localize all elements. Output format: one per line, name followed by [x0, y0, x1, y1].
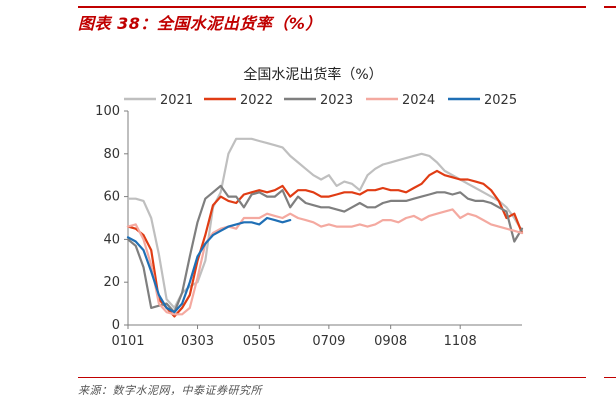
figure-header: 图表 38：全国水泥出货率（%） — [78, 14, 322, 33]
header-rule-right — [604, 6, 616, 8]
series-line-2022 — [126, 169, 524, 318]
x-tick-label: 0505 — [243, 334, 276, 349]
y-tick-label: 0 — [112, 318, 120, 333]
y-tick-label: 20 — [103, 275, 120, 290]
x-axis: 0101 0303 0505 0709 0908 1108 — [111, 324, 522, 349]
y-axis: 0 20 40 60 80 100 — [95, 104, 129, 333]
y-tick-label: 60 — [103, 190, 120, 205]
legend-label-2025: 2025 — [484, 93, 517, 108]
legend-label-2024: 2024 — [402, 93, 435, 108]
legend-label-2021: 2021 — [160, 93, 193, 108]
legend: 2021 2022 2023 2024 2025 — [124, 93, 517, 108]
footer-rule-right — [604, 377, 616, 378]
series-line-2021 — [126, 137, 524, 309]
series-line-2024 — [126, 208, 524, 316]
y-tick-label: 100 — [95, 104, 120, 119]
y-tick-label: 40 — [103, 232, 120, 247]
legend-label-2023: 2023 — [320, 93, 353, 108]
y-tick-label: 80 — [103, 147, 120, 162]
footer-rule — [78, 377, 586, 378]
source-note: 来源：数字水泥网，中泰证券研究所 — [78, 384, 262, 397]
x-tick-label: 0908 — [374, 334, 407, 349]
header-rule — [78, 6, 586, 8]
legend-label-2022: 2022 — [240, 93, 273, 108]
line-chart: 全国水泥出货率（%） 2021 2022 2023 2024 2025 0 20 40 60 8… — [95, 66, 524, 349]
x-tick-label: 1108 — [444, 334, 477, 349]
plot-area — [126, 137, 524, 318]
series-line-2025 — [126, 216, 292, 314]
x-tick-label: 0709 — [312, 334, 345, 349]
chart-title: 全国水泥出货率（%） — [243, 66, 382, 83]
x-tick-label: 0303 — [181, 334, 214, 349]
series-line-2023 — [126, 184, 524, 314]
x-tick-label: 0101 — [111, 334, 144, 349]
